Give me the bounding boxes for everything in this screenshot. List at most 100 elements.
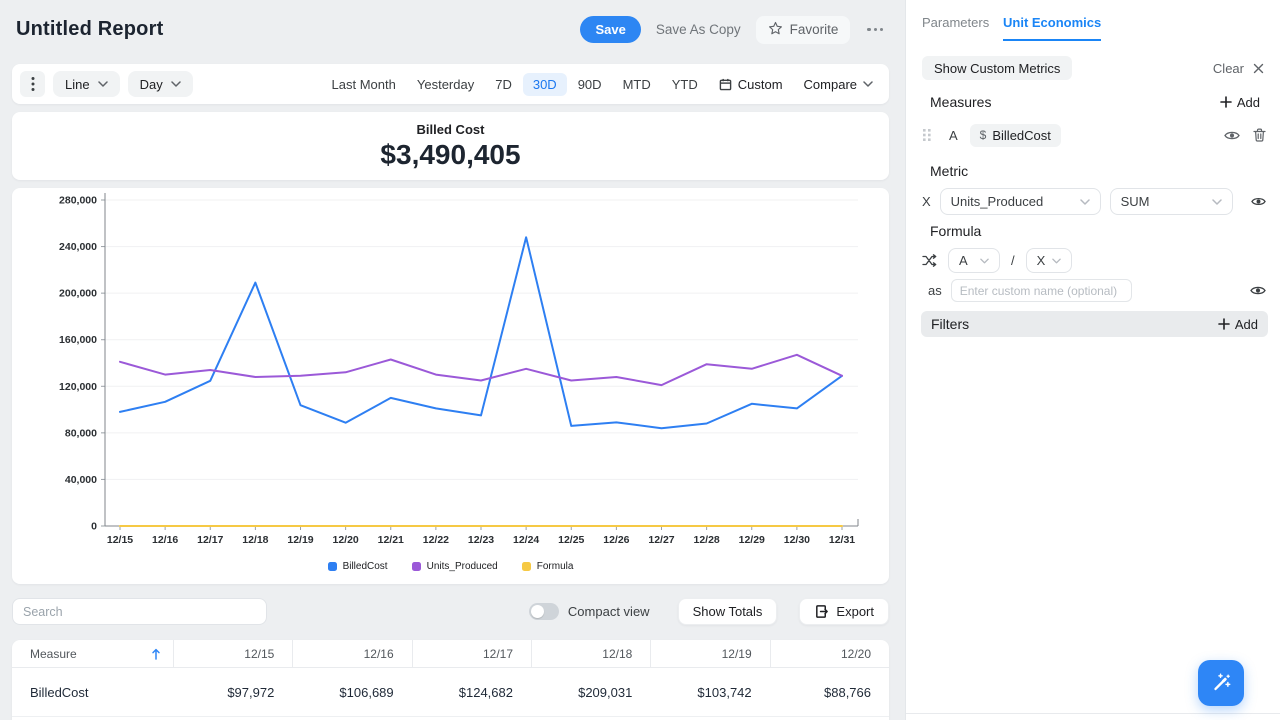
- legend-item-units-produced[interactable]: Units_Produced: [411, 561, 498, 572]
- eye-icon[interactable]: [1251, 195, 1266, 208]
- column-header-date[interactable]: 12/15: [173, 640, 292, 667]
- formula-swatch-icon: [521, 562, 531, 571]
- table-cell: $103,742: [697, 684, 752, 700]
- show-custom-metrics-button[interactable]: Show Custom Metrics: [922, 56, 1073, 80]
- svg-text:200,000: 200,000: [59, 288, 97, 300]
- add-filter-button[interactable]: Add: [1218, 317, 1258, 332]
- sort-asc-icon[interactable]: [151, 648, 161, 660]
- line-chart: 0 40,000 80,000 120,000 160,000 200,000 240,00…: [59, 193, 859, 546]
- compact-view-label: Compact view: [567, 604, 650, 619]
- ai-assistant-button[interactable]: [1198, 660, 1244, 706]
- granularity-select[interactable]: Day: [127, 71, 193, 97]
- metric-aggregation-select[interactable]: SUM: [1109, 188, 1233, 215]
- formula-name-input[interactable]: [950, 279, 1132, 302]
- svg-text:40,000: 40,000: [65, 474, 97, 486]
- show-totals-button[interactable]: Show Totals: [677, 598, 778, 625]
- svg-text:12/28: 12/28: [693, 534, 719, 546]
- svg-text:12/22: 12/22: [423, 534, 449, 546]
- table-cell: $106,689: [339, 684, 394, 700]
- save-button[interactable]: Save: [580, 16, 641, 43]
- filters-section[interactable]: Filters Add: [921, 311, 1268, 337]
- export-label: Export: [836, 604, 874, 619]
- metric-letter: X: [922, 194, 931, 209]
- svg-text:12/19: 12/19: [287, 534, 313, 546]
- svg-text:12/24: 12/24: [513, 534, 539, 546]
- svg-text:12/26: 12/26: [603, 534, 629, 546]
- add-measure-button[interactable]: Add: [1220, 95, 1260, 110]
- compare-select[interactable]: Compare: [794, 73, 881, 96]
- tab-unit-economics[interactable]: Unit Economics: [1003, 15, 1102, 41]
- chevron-down-icon: [1079, 198, 1090, 205]
- chevron-down-icon: [863, 81, 873, 87]
- table-header-row: Measure 12/15 12/16 12/17 12/18 12/19 12…: [12, 640, 889, 668]
- table-cell: $97,972: [227, 684, 275, 700]
- billedcost-swatch-icon: [327, 562, 337, 571]
- units-produced-swatch-icon: [411, 562, 421, 571]
- legend-item-formula[interactable]: Formula: [521, 561, 573, 572]
- export-icon: [816, 605, 829, 618]
- shuffle-icon[interactable]: [922, 254, 937, 267]
- search-input[interactable]: [12, 598, 267, 625]
- formula-as-row: as: [928, 279, 1266, 302]
- range-option-30d-active[interactable]: 30D: [522, 72, 567, 96]
- range-option-last-month[interactable]: Last Month: [331, 76, 396, 92]
- formula-operand-a-select[interactable]: A: [948, 248, 1000, 273]
- range-option-yesterday[interactable]: Yesterday: [416, 76, 475, 92]
- column-header-date[interactable]: 12/17: [411, 640, 531, 667]
- formula-operand-x-select[interactable]: X: [1025, 248, 1072, 273]
- drag-handle-icon[interactable]: [922, 128, 932, 142]
- legend-item-billedcost[interactable]: BilledCost: [327, 561, 388, 572]
- chevron-down-icon: [170, 81, 181, 87]
- custom-range-button[interactable]: Custom: [709, 73, 793, 96]
- report-main-area: Untitled Report Save Save As Copy Favori…: [12, 15, 889, 720]
- range-option-90d[interactable]: 90D: [577, 76, 602, 92]
- compact-view-toggle[interactable]: [528, 603, 559, 620]
- favorite-button[interactable]: Favorite: [755, 15, 851, 44]
- measure-letter: A: [949, 127, 958, 143]
- save-as-copy-button[interactable]: Save As Copy: [655, 22, 741, 37]
- svg-text:12/30: 12/30: [784, 534, 810, 546]
- column-header-measure[interactable]: Measure: [12, 640, 173, 667]
- formula-title: Formula: [930, 223, 982, 239]
- tab-parameters[interactable]: Parameters: [922, 15, 990, 30]
- svg-text:12/29: 12/29: [739, 534, 765, 546]
- trash-icon[interactable]: [1253, 128, 1266, 142]
- compare-label: Compare: [803, 76, 857, 92]
- svg-text:280,000: 280,000: [59, 195, 97, 207]
- svg-text:120,000: 120,000: [59, 381, 97, 393]
- formula-operator: /: [1011, 253, 1015, 268]
- svg-text:12/23: 12/23: [468, 534, 494, 546]
- eye-icon[interactable]: [1224, 129, 1240, 142]
- row-measure-name: BilledCost: [30, 684, 89, 700]
- svg-text:12/21: 12/21: [378, 534, 404, 546]
- range-option-ytd[interactable]: YTD: [671, 76, 698, 92]
- eye-icon[interactable]: [1250, 284, 1266, 297]
- page-title: Untitled Report: [16, 18, 164, 40]
- export-button[interactable]: Export: [799, 598, 889, 625]
- chart-type-select[interactable]: Line: [53, 71, 120, 97]
- measure-row: A $ BilledCost: [922, 123, 1266, 147]
- metric-summary-card: Billed Cost $3,490,405: [12, 112, 889, 180]
- kebab-menu-button[interactable]: [20, 71, 45, 97]
- svg-text:12/15: 12/15: [107, 534, 133, 546]
- filters-title: Filters: [931, 316, 970, 332]
- svg-text:80,000: 80,000: [65, 427, 97, 439]
- more-options-button[interactable]: [865, 24, 885, 35]
- clear-button[interactable]: Clear: [1212, 60, 1244, 76]
- column-header-date[interactable]: 12/16: [292, 640, 411, 667]
- table-row[interactable]: BilledCost $97,972 $106,689 $124,682 $20…: [12, 668, 889, 717]
- metric-value: $3,490,405: [380, 138, 521, 170]
- close-icon[interactable]: [1253, 63, 1264, 74]
- column-header-date[interactable]: 12/20: [769, 640, 889, 667]
- kebab-menu-icon: [31, 77, 34, 91]
- plus-icon: [1218, 318, 1230, 330]
- range-option-mtd[interactable]: MTD: [622, 76, 651, 92]
- metric-field-select[interactable]: Units_Produced: [939, 188, 1101, 215]
- formula-row: A / X: [922, 248, 1072, 273]
- range-option-7d[interactable]: 7D: [495, 76, 512, 92]
- chart-legend: BilledCost Units_Produced Formula: [12, 561, 889, 572]
- dollar-icon: $: [979, 128, 987, 142]
- column-header-date[interactable]: 12/19: [650, 640, 769, 667]
- measure-chip[interactable]: $ BilledCost: [969, 123, 1061, 147]
- column-header-date[interactable]: 12/18: [531, 640, 650, 667]
